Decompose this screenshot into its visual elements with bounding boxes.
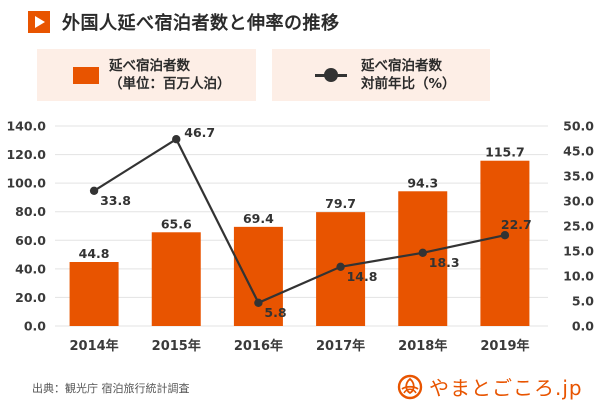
bar-data-label: 94.3 — [407, 175, 438, 190]
legend-line-line1: 延べ宿泊者数 — [361, 58, 442, 74]
line-data-label: 46.7 — [184, 125, 215, 140]
chart-title: 外国人延べ宿泊者数と伸率の推移 — [62, 13, 340, 34]
legend-bar-line1: 延べ宿泊者数 — [109, 58, 190, 74]
y-right-tick-label: 50.0 — [563, 119, 594, 134]
yamatogokoro-logo-icon — [397, 374, 423, 399]
legend-line-label: 延べ宿泊者数 対前年比（%） — [361, 57, 456, 93]
site-logo: やまとごころ.jp — [397, 372, 583, 401]
line-point — [172, 135, 181, 144]
line-point — [254, 298, 263, 307]
y-left-tick-label: 40.0 — [15, 261, 46, 276]
y-right-tick-label: 35.0 — [563, 169, 594, 184]
bar-data-label: 115.7 — [485, 145, 525, 160]
x-axis: 2014年 2015年 2016年 2017年 2018年 2019年 — [69, 338, 529, 354]
legend-bar-line2: （単位：百万人泊） — [109, 76, 231, 92]
bar-labels: 44.8 65.6 69.4 79.7 94.3 115.7 — [79, 145, 525, 261]
bar — [69, 262, 119, 326]
bar-data-label: 79.7 — [325, 196, 356, 211]
bar-data-label: 69.4 — [243, 211, 274, 226]
line-data-label: 22.7 — [501, 217, 532, 232]
line-marker-icon — [315, 68, 347, 82]
line-data-label: 33.8 — [100, 193, 131, 208]
y-right-tick-label: 25.0 — [563, 219, 594, 234]
x-tick-label: 2019年 — [480, 338, 529, 354]
legend-bar-label: 延べ宿泊者数 （単位：百万人泊） — [109, 57, 231, 93]
y-left-tick-label: 80.0 — [15, 204, 46, 219]
logo-text: やまとごころ.jp — [429, 376, 583, 400]
bar-swatch-icon — [73, 66, 99, 84]
bar-data-label: 44.8 — [79, 246, 110, 261]
line-point — [89, 186, 99, 195]
x-tick-label: 2016年 — [234, 338, 283, 354]
chart-title-row: 外国人延べ宿泊者数と伸率の推移 — [28, 9, 340, 35]
line-data-label: 18.3 — [429, 255, 460, 270]
bar — [398, 191, 448, 326]
line-point — [336, 262, 345, 271]
x-tick-label: 2018年 — [398, 338, 447, 354]
line-data-label: 14.8 — [347, 269, 378, 284]
x-tick-label: 2014年 — [69, 338, 118, 354]
legend-line-series: 延べ宿泊者数 対前年比（%） — [272, 49, 490, 101]
y-axis-left: 0.0 20.0 40.0 60.0 80.0 100.0 120.0 140.0 — [6, 119, 46, 334]
line-path — [93, 137, 506, 305]
legend-line-line2: 対前年比（%） — [361, 76, 456, 92]
x-tick-label: 2017年 — [316, 338, 365, 354]
line-point — [500, 231, 510, 240]
combo-chart: 0.0 20.0 40.0 60.0 80.0 100.0 120.0 140.0 50.0 4… — [6, 119, 594, 355]
y-axis-right: 50.0 45.0 35.0 30.0 25.0 15.0 10.0 5.0 0.0 — [563, 119, 594, 334]
bars — [69, 160, 530, 326]
bar — [233, 226, 283, 326]
play-triangle-icon — [28, 11, 50, 33]
y-right-tick-label: 0.0 — [572, 319, 594, 334]
y-left-tick-label: 100.0 — [6, 176, 46, 191]
line-point — [418, 248, 427, 257]
y-left-tick-label: 60.0 — [15, 233, 46, 248]
source-note: 出典：観光庁 宿泊旅行統計調査 — [32, 382, 190, 395]
line-series: 33.8 46.7 5.8 14.8 18.3 22.7 — [89, 125, 532, 320]
y-left-tick-label: 0.0 — [24, 319, 46, 334]
y-right-tick-label: 5.0 — [572, 294, 594, 309]
bar — [480, 160, 530, 326]
x-tick-label: 2015年 — [152, 338, 201, 354]
gridlines — [55, 125, 548, 327]
y-right-tick-label: 30.0 — [563, 194, 594, 209]
bar-data-label: 65.6 — [161, 216, 192, 231]
line-data-label: 5.8 — [264, 305, 286, 320]
y-right-tick-label: 10.0 — [563, 269, 594, 284]
legend-bar-series: 延べ宿泊者数 （単位：百万人泊） — [37, 49, 256, 101]
y-left-tick-label: 120.0 — [6, 147, 46, 162]
y-right-tick-label: 15.0 — [563, 244, 594, 259]
y-left-tick-label: 20.0 — [15, 290, 46, 305]
y-left-tick-label: 140.0 — [6, 119, 46, 134]
bar — [151, 232, 201, 326]
y-right-tick-label: 45.0 — [563, 144, 594, 159]
